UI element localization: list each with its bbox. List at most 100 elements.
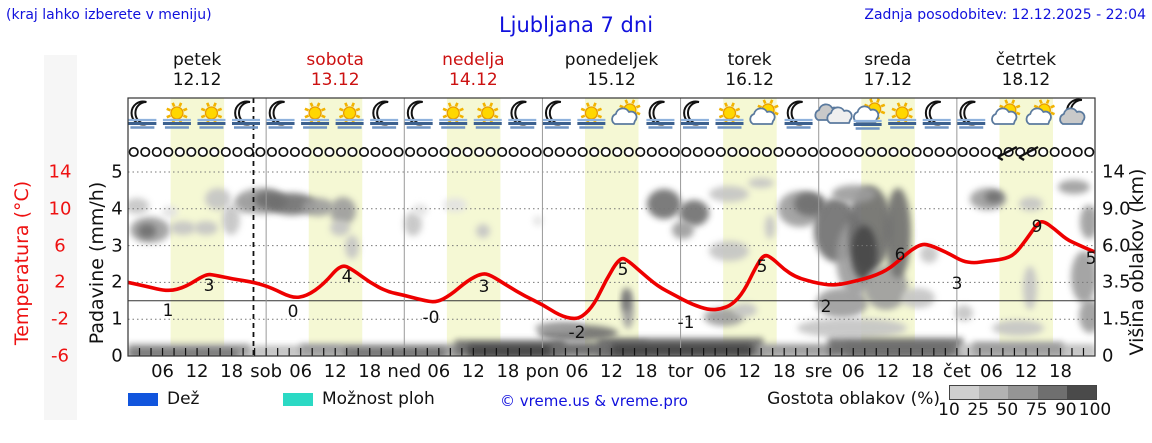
precip-probability-circle — [658, 146, 669, 158]
precip-probability-circle — [842, 146, 853, 158]
day-abbreviation: sre — [805, 361, 832, 382]
sun-cloud-icon — [611, 99, 641, 125]
precip-probability-circle — [289, 146, 300, 158]
cloud-sun-icon — [852, 98, 886, 130]
precip-probability-circle — [428, 146, 439, 158]
precip-probability-circle — [554, 146, 565, 158]
day-name: sreda — [864, 50, 912, 70]
day-header: sobota 13.12 — [306, 50, 364, 90]
temperature-tick: 10 — [48, 198, 72, 220]
page-title: Ljubljana 7 dni — [498, 13, 654, 37]
day-abbreviation: ned — [387, 361, 421, 382]
x-axis: 06 12 18 06 12 18 06 12 18 06 12 18 06 12 18 06 12 18 06 12… — [138, 348, 1085, 382]
sun-cloud-icon — [991, 99, 1021, 125]
temperature-value: 5 — [757, 257, 768, 277]
day-abbreviation: čet — [943, 361, 971, 382]
temperature-value: 6 — [895, 245, 906, 265]
temperature-value: 1 — [163, 301, 174, 321]
precip-probability-circle — [520, 146, 531, 158]
cloud-height-tick: 3.5 — [1102, 271, 1131, 293]
day-header: četrtek 18.12 — [996, 50, 1056, 90]
sun-fog-icon — [473, 102, 502, 129]
cloud-density-gradient-bar — [949, 385, 1097, 400]
hour-label: 12 — [1014, 361, 1037, 382]
precip-probability-circle — [462, 146, 473, 158]
showers-legend-swatch — [283, 393, 313, 406]
precipitation-tick: 1 — [111, 308, 123, 330]
precip-probability-circle — [750, 146, 761, 158]
precip-probability-circle — [186, 146, 197, 158]
precip-probability-circle — [370, 146, 381, 158]
day-header: petek 12.12 — [173, 50, 222, 90]
day-date: 13.12 — [310, 70, 360, 90]
wind-barb-icon — [997, 145, 1018, 159]
moon-fog-icon — [508, 100, 537, 129]
showers-legend-label: Možnost ploh — [322, 389, 435, 409]
temperature-tick: 2 — [54, 271, 66, 293]
precip-probability-circle — [669, 146, 680, 158]
sun-fog-icon — [577, 102, 606, 129]
precip-probability-circle — [324, 146, 335, 158]
day-header: ponedeljek 15.12 — [565, 50, 658, 90]
moon-fog-icon — [542, 100, 571, 129]
day-name: nedelja — [442, 50, 505, 70]
precip-probability-circle — [715, 146, 726, 158]
precip-probability-circle — [209, 146, 220, 158]
density-stop-label: 90 — [1054, 400, 1077, 420]
precip-probability-circle — [876, 146, 888, 158]
gridlines — [128, 98, 1095, 356]
precip-probability-circle — [197, 146, 208, 158]
day-name: petek — [172, 50, 222, 70]
temperature-value-labels: 1 3 0 4 -0 3 -2 5 -1 5 2 6 3 9 5 — [163, 217, 1097, 343]
hour-label: 18 — [911, 361, 934, 382]
moon-fog-icon — [680, 100, 709, 129]
precip-probability-circle — [888, 146, 899, 158]
cloud-height-tick: 0 — [1102, 345, 1114, 367]
temperature-value: 9 — [1032, 217, 1043, 237]
sun-fog-icon — [197, 102, 226, 129]
precip-probability-circle — [404, 146, 416, 158]
hour-label: 18 — [773, 361, 796, 382]
precip-probability-circle — [1061, 146, 1072, 158]
precip-probability-circle — [451, 146, 462, 158]
precip-probability-circle — [646, 146, 657, 158]
hour-label: 06 — [289, 361, 312, 382]
copyright-link[interactable]: © vreme.us & vreme.pro — [500, 392, 688, 410]
temperature-value: 4 — [342, 267, 353, 287]
sun-fog-icon — [162, 102, 191, 129]
hour-label: 12 — [186, 361, 209, 382]
rain-legend-swatch — [128, 393, 158, 406]
rain-legend-label: Dež — [167, 389, 200, 409]
precip-probability-circle — [381, 146, 393, 158]
precip-probability-circle — [1038, 146, 1049, 158]
temperature-axis-strip — [44, 55, 77, 420]
hour-label: 18 — [358, 361, 381, 382]
day-date: 17.12 — [863, 70, 913, 90]
precip-probability-circle — [761, 146, 772, 158]
temperature-value: -1 — [678, 313, 695, 333]
precip-probability-circle — [934, 146, 945, 158]
wind-barb-icon — [1018, 145, 1039, 159]
temperature-value: 3 — [204, 276, 215, 296]
moon-fog-icon — [128, 100, 157, 129]
precip-probability-circle — [508, 146, 519, 158]
precip-probability-circle — [900, 146, 911, 158]
moon-fog-icon — [957, 100, 986, 129]
precip-probability-circle — [393, 146, 404, 158]
temperature-tick: -6 — [51, 345, 69, 367]
hour-label: 18 — [220, 361, 243, 382]
hour-label: 06 — [427, 361, 450, 382]
precip-probability-circle — [497, 146, 508, 158]
hour-label: 12 — [876, 361, 899, 382]
moon-fog-icon — [370, 100, 399, 129]
cloud-density-legend-label: Gostota oblakov (%) — [767, 389, 940, 409]
weather-icon-row — [128, 98, 1086, 130]
precip-probability-circle — [727, 146, 738, 158]
hour-label: 12 — [324, 361, 347, 382]
precip-probability-circle — [543, 146, 554, 158]
precip-probability-circle — [566, 146, 577, 158]
precip-probability-circle — [784, 146, 795, 158]
daylight-bands — [170, 98, 1053, 356]
precip-probability-circle — [692, 146, 703, 158]
precip-probability-circle — [140, 146, 151, 158]
